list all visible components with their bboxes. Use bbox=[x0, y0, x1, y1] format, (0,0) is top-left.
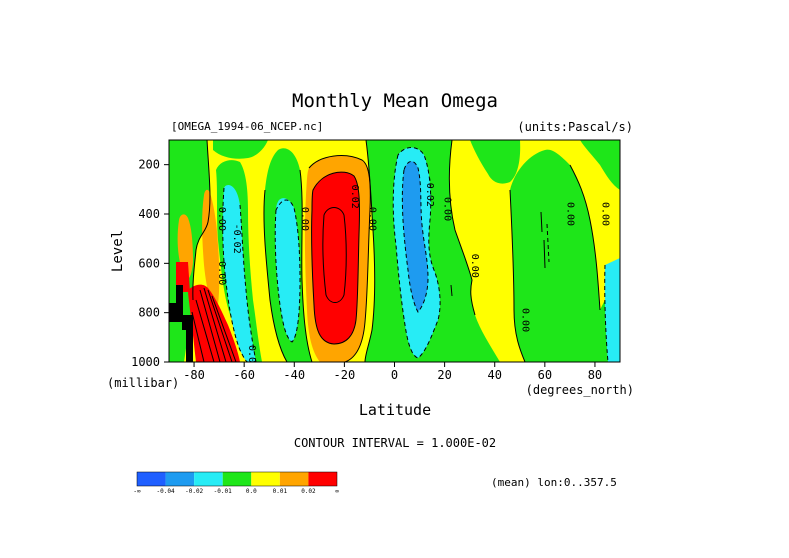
x-tick-label: 20 bbox=[437, 368, 451, 382]
contour-label: -0.02 bbox=[231, 224, 242, 254]
colorbar-label: 0.01 bbox=[273, 488, 288, 495]
plot-area: 0.00 0.00 -0.02 0.00 0.02 0.00 -0.02 0.00 0.00 0.… bbox=[169, 140, 620, 369]
contour-label: 0.00 bbox=[442, 197, 453, 221]
colorbar-swatch bbox=[308, 472, 337, 486]
footnote: (mean) lon:0..357.5 bbox=[491, 476, 617, 489]
contour-label: 0.00 bbox=[366, 207, 377, 231]
colorbar-swatch bbox=[165, 472, 195, 486]
x-tick-label: 0 bbox=[391, 368, 398, 382]
contour-label: 0.00 bbox=[299, 207, 310, 231]
contour-label: -0.02 bbox=[424, 177, 435, 207]
colorbar-swatch bbox=[251, 472, 280, 486]
y-tick-label: 800 bbox=[138, 306, 160, 320]
x-tick-label: 60 bbox=[538, 368, 552, 382]
x-axis-units: (degrees_north) bbox=[526, 383, 634, 397]
y-axis: 200 400 600 800 1000 bbox=[131, 158, 169, 369]
contour-label: 0.02 bbox=[349, 185, 360, 209]
colorbar-label: -0.01 bbox=[214, 488, 232, 495]
contour-interval-label: CONTOUR INTERVAL = 1.000E-02 bbox=[294, 436, 496, 450]
colorbar-swatch bbox=[194, 472, 223, 486]
colorbar-frame bbox=[136, 471, 338, 487]
contour-labels: 0.00 0.00 -0.02 0.00 0.02 0.00 -0.02 0.00 0.00 0.… bbox=[216, 177, 610, 369]
x-axis-title: Latitude bbox=[359, 401, 431, 419]
y-axis-title: Level bbox=[110, 230, 126, 272]
y-axis-units: (millibar) bbox=[107, 376, 179, 390]
x-tick-label: -60 bbox=[233, 368, 255, 382]
contour-fill-blue bbox=[402, 161, 428, 312]
dataset-label: [OMEGA_1994-06_NCEP.nc] bbox=[171, 120, 323, 133]
contour-label: 0.00 bbox=[564, 202, 575, 226]
colorbar-swatch bbox=[279, 472, 309, 486]
units-label: (units:Pascal/s) bbox=[517, 120, 633, 134]
x-tick-label: -20 bbox=[334, 368, 356, 382]
x-tick-label: 80 bbox=[588, 368, 602, 382]
x-tick-label: -40 bbox=[283, 368, 305, 382]
colorbar-label: -0.02 bbox=[185, 488, 203, 495]
x-tick-label: -80 bbox=[183, 368, 205, 382]
contour-label: 0.00 bbox=[519, 308, 530, 332]
contour-label: 0.00 bbox=[599, 202, 610, 226]
colorbar-label: ∞ bbox=[335, 488, 339, 495]
colorbar-swatch bbox=[222, 472, 252, 486]
y-tick-label: 400 bbox=[138, 207, 160, 221]
y-tick-label: 200 bbox=[138, 158, 160, 172]
contour-fill-missing bbox=[169, 285, 193, 362]
colorbar: -∞ -0.04 -0.02 -0.01 0.0 0.01 0.02 ∞ bbox=[133, 471, 339, 495]
contour-label: 0.00 bbox=[246, 345, 257, 369]
x-axis: -80 -60 -40 -20 0 20 40 60 80 bbox=[183, 362, 602, 382]
colorbar-swatch bbox=[137, 472, 166, 486]
chart-title: Monthly Mean Omega bbox=[292, 90, 498, 112]
contour-lines bbox=[191, 140, 601, 362]
colorbar-label: -∞ bbox=[133, 488, 141, 495]
y-tick-label: 1000 bbox=[131, 355, 160, 369]
y-tick-label: 600 bbox=[138, 256, 160, 270]
contour-lines-negative bbox=[222, 147, 609, 362]
colorbar-label: 0.0 bbox=[246, 488, 257, 495]
contour-label: 0.00 bbox=[216, 261, 227, 285]
colorbar-label: -0.04 bbox=[157, 488, 175, 495]
contour-label: 0.00 bbox=[469, 254, 480, 278]
colorbar-label: 0.02 bbox=[301, 488, 316, 495]
x-tick-label: 40 bbox=[487, 368, 501, 382]
contour-label: 0.00 bbox=[216, 207, 227, 231]
